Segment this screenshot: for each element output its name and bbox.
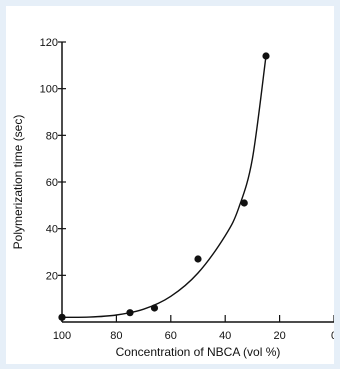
y-tick-label: 60: [46, 177, 58, 189]
data-point: [194, 255, 202, 263]
x-axis-title: Concentration of NBCA (vol %): [116, 345, 281, 359]
x-tick-label: 20: [273, 330, 285, 342]
x-ticks: 100 80 60 40 20 0: [53, 315, 334, 342]
data-point: [150, 304, 159, 312]
y-ticks: 20 40 60 80 100 120: [40, 37, 66, 282]
data-point: [126, 309, 134, 317]
y-tick-label: 20: [46, 270, 58, 282]
y-tick-label: 40: [46, 224, 58, 236]
y-axis-title: Polymerization time (sec): [11, 115, 25, 250]
x-tick-label: 0: [331, 330, 334, 342]
chart-panel: 20 40 60 80 100 120 100 80 60 40 20 0 Concentratio…: [6, 6, 334, 364]
x-tick-label: 80: [110, 330, 122, 342]
y-tick-label: 100: [40, 84, 58, 96]
data-points: [58, 52, 270, 321]
data-point: [240, 199, 248, 207]
axes: [61, 42, 334, 323]
x-tick-label: 100: [53, 330, 71, 342]
y-tick-label: 80: [46, 130, 58, 142]
x-tick-label: 60: [165, 330, 177, 342]
y-tick-label: 120: [40, 37, 58, 49]
fit-curve: [61, 55, 267, 319]
data-point: [58, 313, 66, 321]
data-point: [262, 52, 270, 60]
x-tick-label: 40: [219, 330, 231, 342]
polymerization-chart: 20 40 60 80 100 120 100 80 60 40 20 0 Concentratio…: [11, 37, 334, 359]
